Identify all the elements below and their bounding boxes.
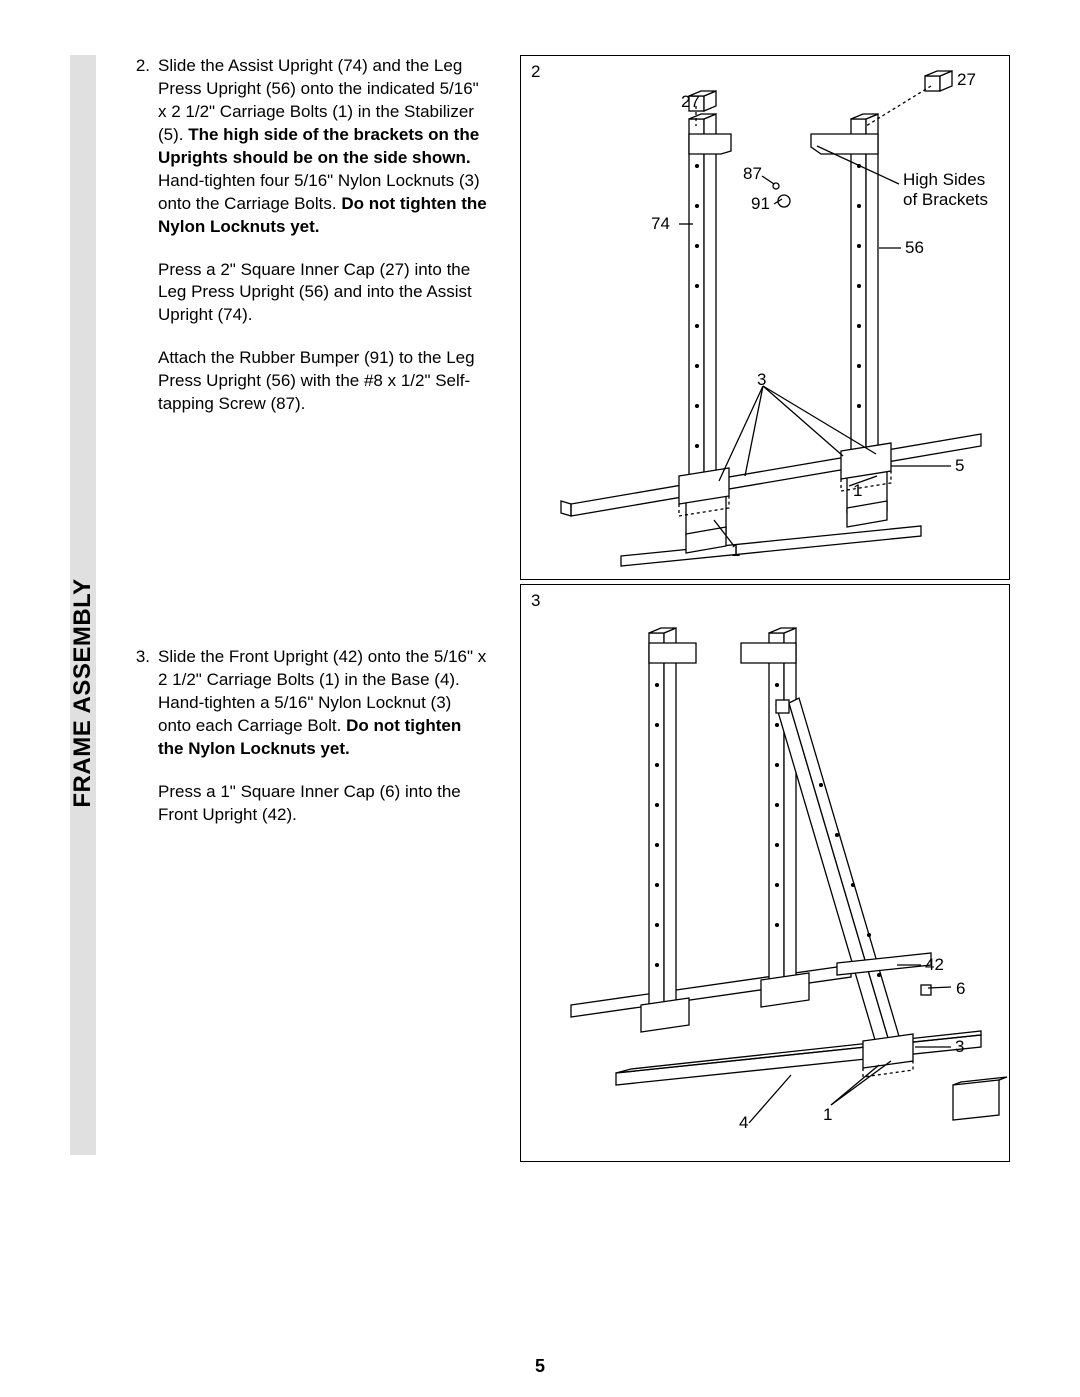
- d1-label-5: 5: [955, 456, 964, 476]
- sidebar: FRAME ASSEMBLY: [70, 55, 96, 1155]
- step-3-text: Slide the Front Upright (42) onto the 5/…: [158, 646, 488, 827]
- diagram-1: 2: [520, 55, 1010, 580]
- page: FRAME ASSEMBLY 2. Slide the Assist Uprig…: [0, 0, 1080, 1397]
- d2-label-6: 6: [956, 979, 965, 999]
- step-3-number: 3.: [120, 646, 158, 669]
- d1-label-87: 87: [743, 164, 762, 184]
- d1-label-56: 56: [905, 238, 924, 258]
- page-number: 5: [535, 1356, 545, 1377]
- diagram-column: 2: [520, 55, 1010, 1162]
- d1-label-27b: 27: [957, 70, 976, 90]
- sidebar-title: FRAME ASSEMBLY: [69, 578, 97, 807]
- d2-label-42: 42: [925, 955, 944, 975]
- step-2-p1b: The high side of the brackets on the Upr…: [158, 125, 479, 167]
- diagram-1-svg: [521, 56, 1011, 581]
- diagram-2-svg: [521, 585, 1011, 1163]
- diagram-2: 3: [520, 584, 1010, 1162]
- d1-label-3: 3: [757, 370, 766, 390]
- d2-label-4: 4: [739, 1113, 748, 1133]
- d1-label-high-sides: High Sides of Brackets: [903, 170, 1003, 211]
- d1-label-74: 74: [651, 214, 670, 234]
- d1-label-1b: 1: [731, 541, 740, 561]
- d2-label-1: 1: [823, 1105, 832, 1125]
- step-2-p2: Press a 2" Square Inner Cap (27) into th…: [158, 259, 488, 328]
- step-2-text: Slide the Assist Upright (74) and the Le…: [158, 55, 488, 416]
- d2-label-3: 3: [955, 1037, 964, 1057]
- d1-label-91: 91: [751, 194, 770, 214]
- step-2-p3: Attach the Rubber Bumper (91) to the Leg…: [158, 347, 488, 416]
- d1-label-27a: 27: [681, 92, 700, 112]
- step-3-p2: Press a 1" Square Inner Cap (6) into the…: [158, 781, 488, 827]
- d1-label-1a: 1: [853, 481, 862, 501]
- step-2-number: 2.: [120, 55, 158, 78]
